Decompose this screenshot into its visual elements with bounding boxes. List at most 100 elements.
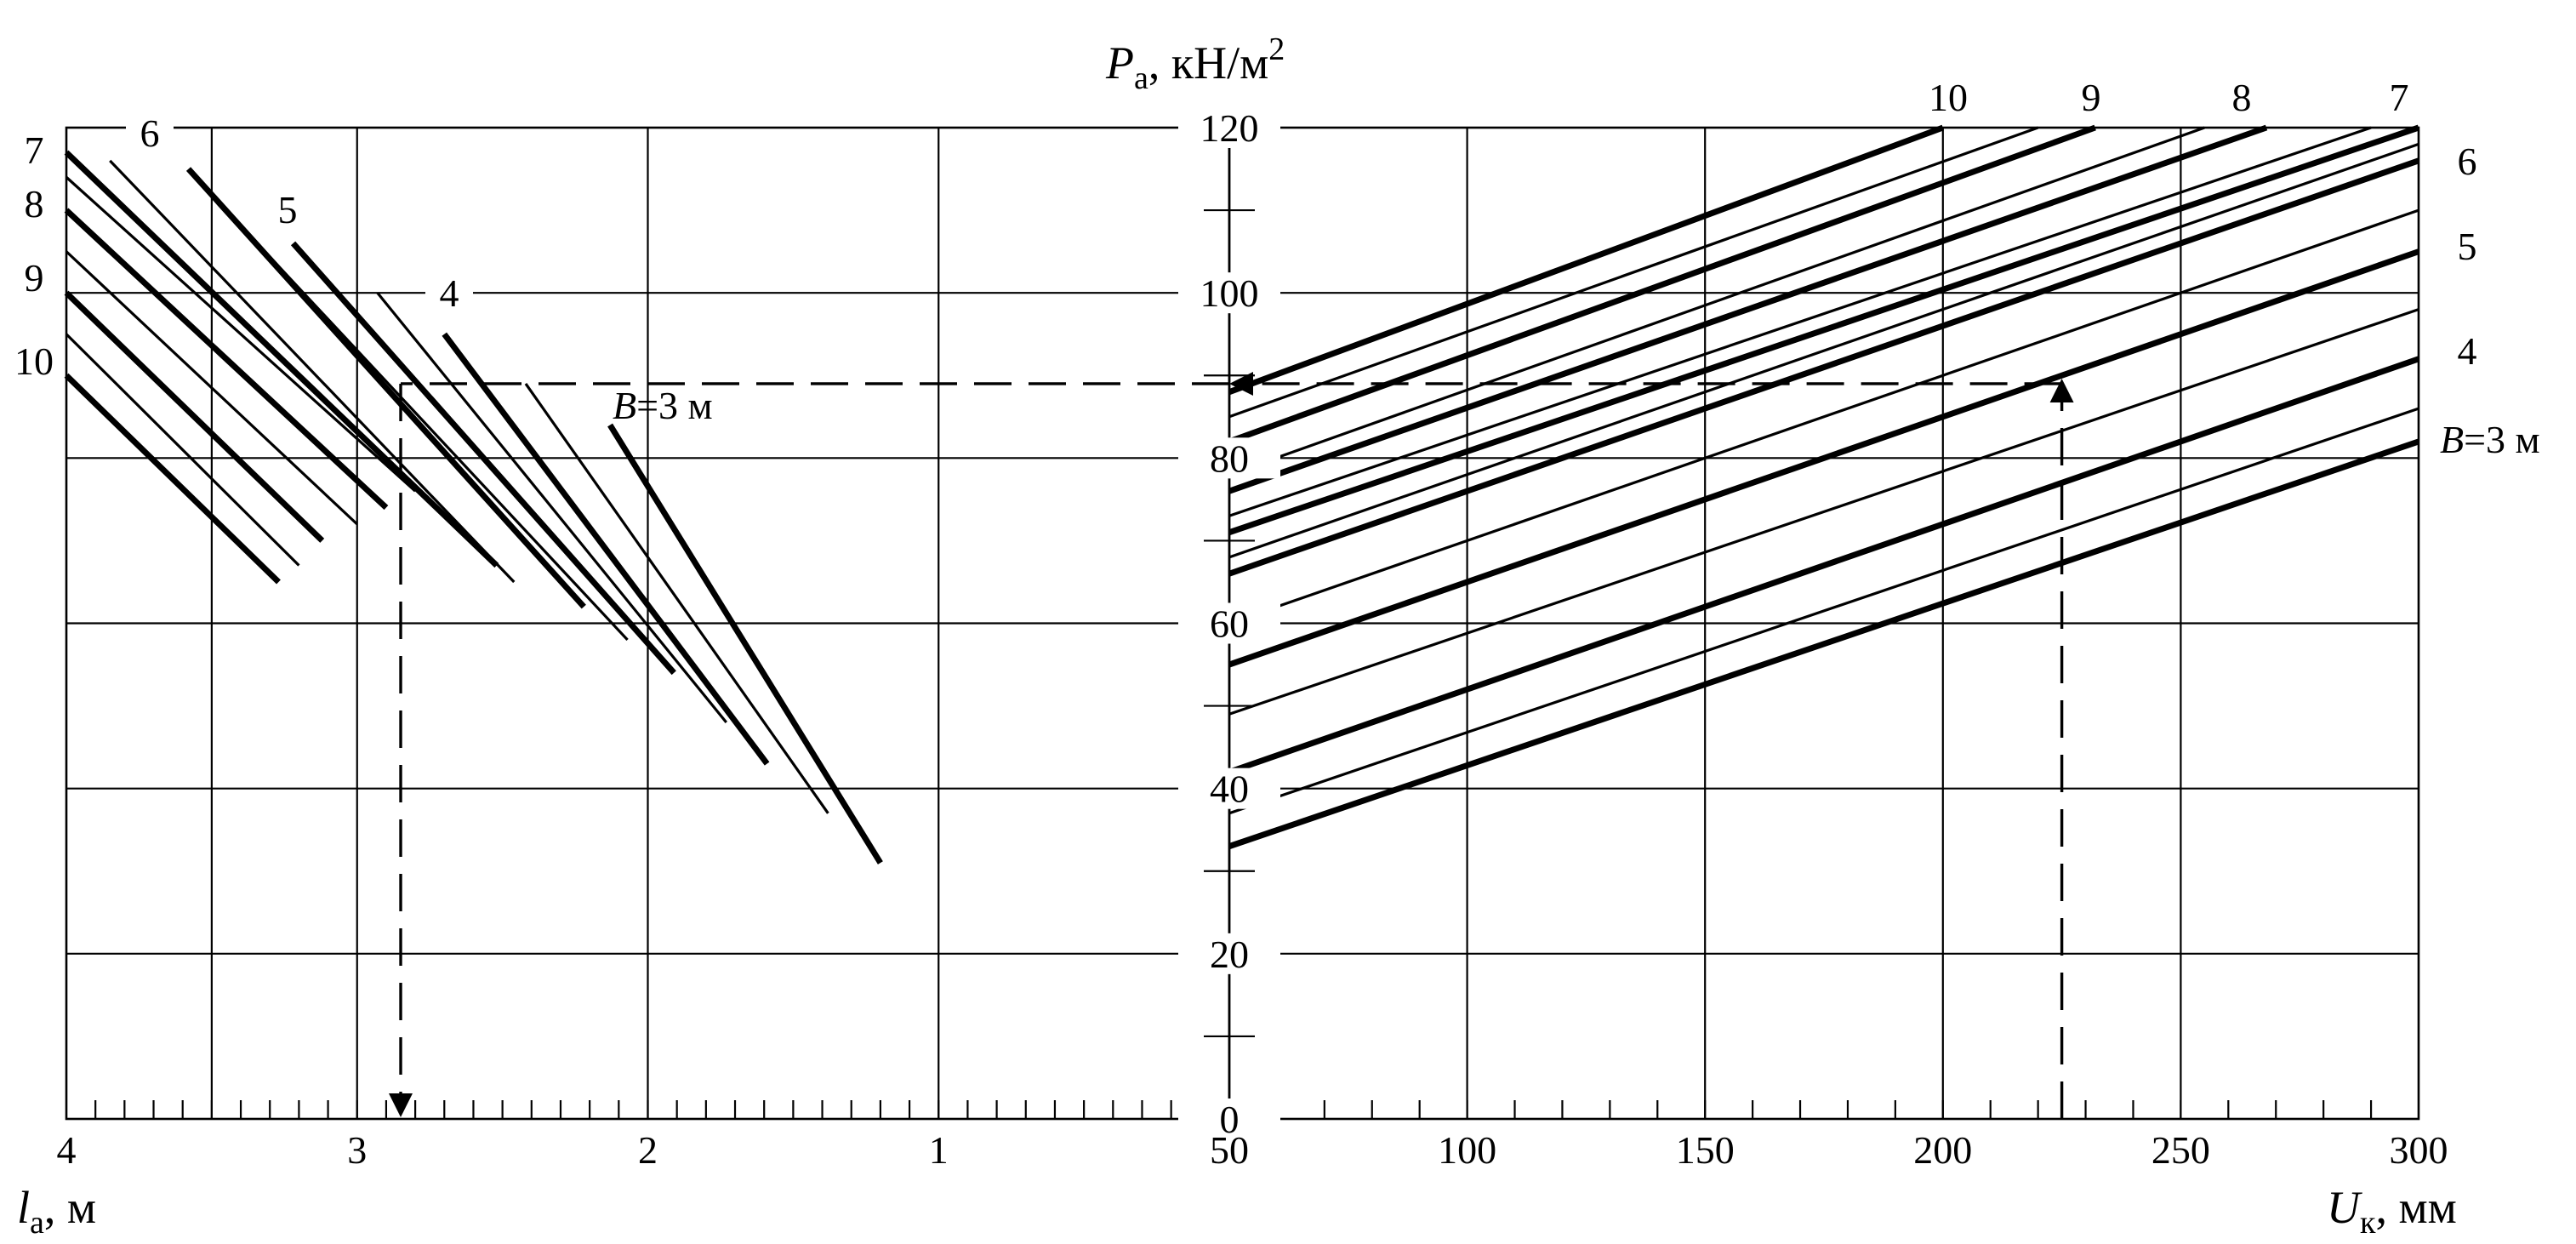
- right-panel-grid: [1228, 126, 2420, 1121]
- left-curve-5: [290, 241, 676, 676]
- left-x-tick-label: 2: [638, 1128, 658, 1172]
- right-x-axis-title: Uк, мм: [2327, 1182, 2457, 1240]
- right-curve-8: [1228, 124, 2268, 494]
- axis-ticks: [94, 208, 2373, 1119]
- y-tick-label-bg: [1178, 437, 1280, 479]
- left-x-axis-title-subscript: a: [30, 1205, 44, 1240]
- right-curve: [1228, 126, 2372, 517]
- right-curve: [1228, 142, 2419, 559]
- left-panel-curves: [64, 150, 883, 865]
- y-tick-label-bg: [1178, 107, 1280, 148]
- left-curve-label-10: 10: [14, 340, 54, 383]
- right-curve-label-4: 4: [2458, 329, 2477, 373]
- left-x-tick-label: 1: [929, 1128, 949, 1172]
- y-axis-title: Pа, кН/м2: [1105, 31, 1285, 96]
- right-curve-10: [1228, 124, 1945, 395]
- y-tick-label: 60: [1210, 602, 1249, 646]
- left-curve-label-bg: [10, 183, 58, 224]
- y-tick-label-bg: [1178, 933, 1280, 974]
- arrow-down-icon: [389, 1093, 413, 1117]
- reading-guides: [389, 371, 2074, 1119]
- left-curve: [524, 383, 829, 814]
- y-tick-label: 40: [1210, 768, 1249, 811]
- left-curve: [376, 292, 728, 724]
- left-x-tick-label: 4: [57, 1128, 77, 1172]
- left-x-axis-title-unit: , м: [44, 1182, 96, 1233]
- left-curve-8: [64, 208, 389, 511]
- right-curve-9: [1228, 124, 2096, 445]
- y-tick-label: 100: [1200, 271, 1259, 315]
- right-curve-label-9: 9: [2082, 76, 2101, 119]
- left-x-tick-label: 3: [347, 1128, 367, 1172]
- left-curve: [65, 250, 358, 526]
- right-x-axis-title-unit: , мм: [2375, 1182, 2456, 1233]
- right-curve: [1228, 208, 2419, 625]
- left-curve-label-bg: [10, 257, 58, 298]
- right-curve: [1228, 308, 2419, 716]
- left-curve-10: [64, 373, 281, 585]
- left-curve-9: [64, 290, 325, 543]
- right-x-tick-label: 250: [2151, 1128, 2210, 1172]
- right-x-tick-label: 50: [1210, 1128, 1249, 1172]
- right-x-tick-label: 200: [1913, 1128, 1972, 1172]
- left-curve-label-b-value: =3 м: [636, 384, 713, 427]
- left-curve-label-bg: [425, 272, 473, 313]
- right-curve-label-10: 10: [1929, 76, 1968, 119]
- right-panel-curves: [1228, 124, 2420, 849]
- left-curve-label-bg: [10, 340, 58, 381]
- right-curve-5: [1228, 248, 2420, 668]
- right-x-tick-label: 150: [1676, 1128, 1735, 1172]
- y-axis-title-symbol: P: [1105, 37, 1134, 88]
- y-tick-label: 0: [1220, 1098, 1240, 1141]
- y-tick-label-bg: [1178, 768, 1280, 809]
- right-x-tick-label: 300: [2390, 1128, 2448, 1172]
- y-axis-title-unit: , кН/м: [1148, 37, 1268, 88]
- left-curve-label-5: 5: [278, 188, 298, 231]
- y-tick-label-bg: [1178, 602, 1280, 644]
- left-curve-7: [64, 150, 499, 568]
- left-curve-B3м: [607, 423, 883, 865]
- left-curve-label-bg: [126, 112, 174, 153]
- right-curve-B3м: [1228, 438, 2420, 849]
- left-curve: [65, 333, 300, 567]
- left-curve-label-8: 8: [25, 182, 44, 225]
- left-panel-grid: [65, 126, 1231, 1121]
- right-curve-label-b-symbol: B: [2440, 418, 2464, 461]
- left-x-axis-title: la, м: [17, 1182, 96, 1240]
- y-tick-label: 20: [1210, 933, 1249, 976]
- right-x-tick-label: 100: [1438, 1128, 1496, 1172]
- left-curve-label-6: 6: [140, 111, 160, 155]
- y-tick-label: 120: [1200, 106, 1259, 150]
- right-curve-4: [1228, 356, 2420, 775]
- right-curve: [1228, 126, 2039, 419]
- left-curve: [109, 159, 516, 584]
- right-curve-label-7: 7: [2390, 76, 2409, 119]
- right-curve: [1228, 126, 2205, 476]
- right-curve-6: [1228, 157, 2420, 577]
- left-curve-label-4: 4: [440, 271, 459, 315]
- left-x-axis-title-symbol: l: [17, 1182, 30, 1233]
- left-curve-4: [442, 332, 770, 766]
- y-axis-title-subscript: а: [1134, 60, 1148, 96]
- left-curve-label-7: 7: [25, 128, 44, 172]
- left-curve: [225, 208, 629, 642]
- right-curve-label-b: B=3 м: [2440, 418, 2540, 461]
- left-curve-label-bg: [10, 129, 58, 170]
- right-curve-label-6: 6: [2458, 140, 2477, 183]
- y-tick-label: 80: [1210, 437, 1249, 480]
- right-x-axis-title-symbol: U: [2327, 1182, 2362, 1233]
- left-curve-label-9: 9: [25, 256, 44, 300]
- right-x-axis-title-subscript: к: [2360, 1205, 2376, 1240]
- left-curve-label-bg: [264, 189, 311, 230]
- y-tick-label-bg: [1178, 272, 1280, 314]
- y-axis-title-superscript: 2: [1268, 31, 1285, 67]
- right-curve-7: [1228, 124, 2420, 536]
- right-curve-label-8: 8: [2232, 76, 2252, 119]
- right-curve-label-5: 5: [2458, 225, 2477, 268]
- right-curve: [1228, 407, 2419, 815]
- left-curve-label-b: B=3 м: [613, 384, 713, 427]
- arrow-up-icon: [2049, 378, 2074, 402]
